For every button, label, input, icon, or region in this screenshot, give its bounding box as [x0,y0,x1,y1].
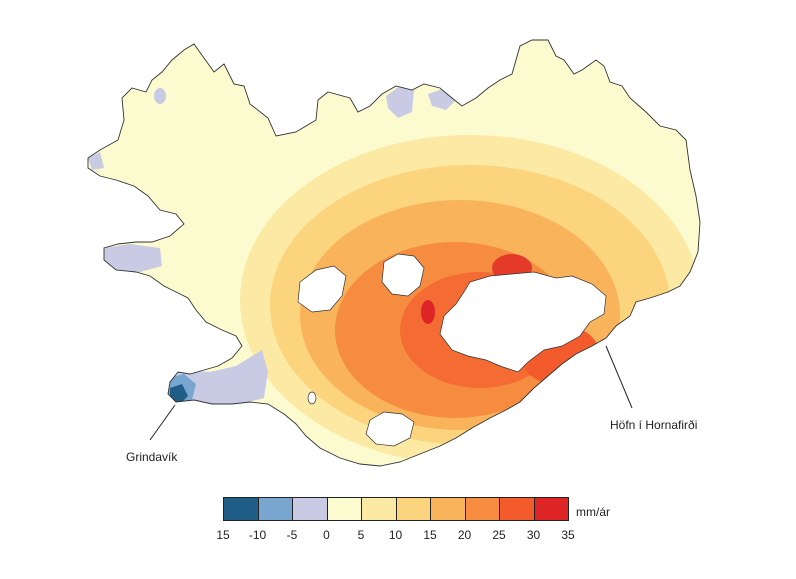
subsidence-grindavik-deep [170,384,188,404]
legend-tick-1: -10 [248,528,267,542]
color-legend [223,497,569,521]
legend-tick-5: 10 [388,528,403,542]
legend-swatch-8 [499,497,535,521]
leader-grindavik [149,404,176,441]
band-35 [421,300,435,324]
legend-tick-3: 0 [323,528,330,542]
subsidence-north-1 [386,86,414,118]
legend-tick-8: 25 [492,528,506,542]
myrdalsjokull [365,411,415,447]
vatnajokull [439,271,607,373]
legend-ticks: 15 -10 -5 0 5 10 15 20 25 30 35 [216,528,574,544]
legend-tick-7: 20 [457,528,472,542]
legend-tick-0: 15 [216,528,230,542]
legend-swatch-9 [533,497,569,521]
legend-tick-2: -5 [286,528,298,542]
subsidence-tip [154,88,166,104]
legend-swatch-7 [464,497,500,521]
langjokull [297,265,347,313]
hofsjokull [381,253,425,297]
subsidence-northwest [88,152,104,170]
legend-swatch-6 [430,497,466,521]
label-grindavik: Grindavík [126,450,178,464]
legend-tick-6: 15 [423,528,437,542]
legend-swatch-1 [257,497,293,521]
legend-swatch-0 [223,497,259,521]
ice-caps [297,253,607,447]
legend-tick-9: 30 [526,528,541,542]
legend-tick-10: 35 [561,528,575,542]
legend-swatch-3 [326,497,362,521]
legend-swatch-5 [395,497,431,521]
legend-unit: mm/ár [576,505,610,519]
leader-hofn [605,345,633,409]
label-hofn: Höfn í Hornafirði [610,418,698,432]
legend-swatch-2 [292,497,328,521]
legend-tick-4: 5 [357,528,365,542]
small-glacier [307,391,317,405]
subsidence-west [104,244,162,272]
legend-swatch-4 [361,497,397,521]
